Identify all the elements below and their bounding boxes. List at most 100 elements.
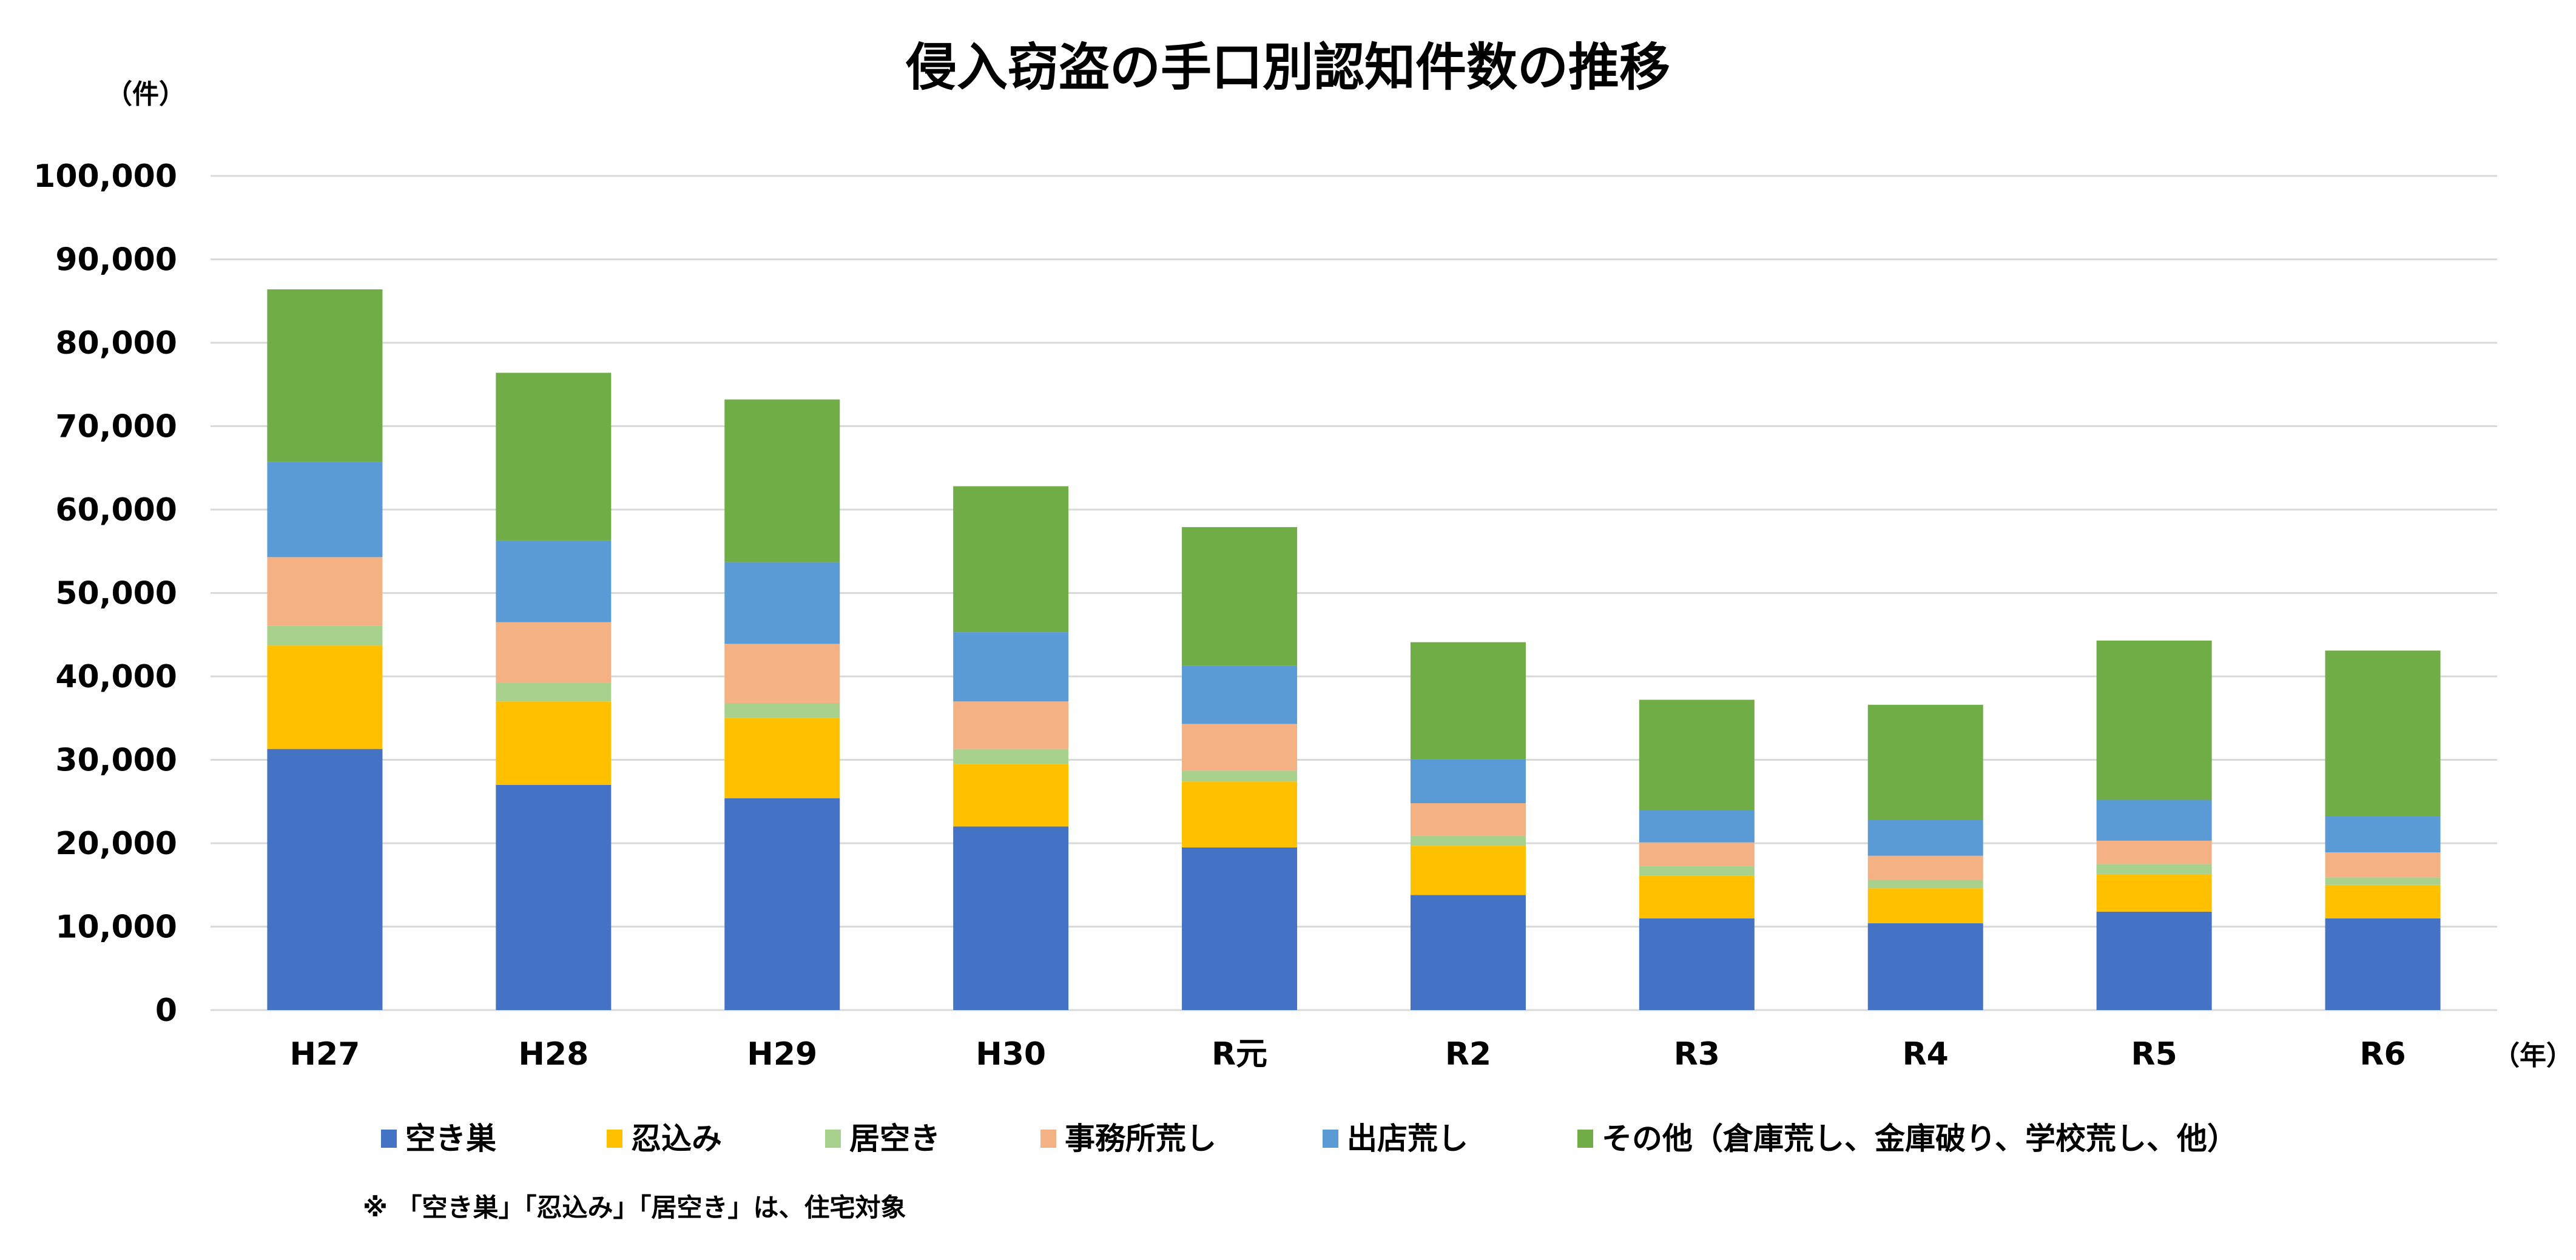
bar-segment bbox=[2096, 874, 2212, 912]
bar-segment bbox=[2325, 852, 2441, 878]
bar-segment bbox=[1182, 781, 1298, 847]
bar-segment bbox=[496, 372, 612, 541]
bar-segment bbox=[2325, 817, 2441, 853]
bar-segment bbox=[2325, 650, 2441, 817]
bar-segment bbox=[953, 486, 1069, 633]
bar-segment bbox=[267, 557, 383, 626]
x-tick-label: H27 bbox=[290, 1036, 360, 1073]
bar-segment bbox=[1867, 820, 1983, 856]
bar-segment bbox=[1639, 810, 1755, 843]
bar-segment bbox=[267, 289, 383, 462]
bar-segment bbox=[953, 764, 1069, 827]
bar-segment bbox=[1182, 770, 1298, 782]
bar-segment bbox=[1867, 704, 1983, 820]
bar-segment bbox=[2096, 864, 2212, 874]
x-tick-label: R4 bbox=[1903, 1036, 1949, 1073]
x-tick-label: H28 bbox=[518, 1036, 588, 1073]
bar-segment bbox=[1639, 842, 1755, 866]
legend-label: 居空き bbox=[849, 1121, 940, 1156]
y-tick-label: 90,000 bbox=[55, 242, 177, 278]
x-tick-label: R6 bbox=[2359, 1036, 2406, 1073]
x-tick-label: R元 bbox=[1212, 1036, 1267, 1073]
x-tick-label: R5 bbox=[2131, 1036, 2177, 1073]
legend-swatch bbox=[381, 1130, 397, 1148]
bar-segment bbox=[1867, 880, 1983, 889]
bar-segment bbox=[724, 798, 840, 1010]
bar-segment bbox=[724, 703, 840, 718]
bar-segment bbox=[2096, 640, 2212, 800]
bar-segment bbox=[2096, 800, 2212, 841]
bar-segment bbox=[1639, 699, 1755, 810]
bar-segment bbox=[496, 701, 612, 785]
bar-segment bbox=[1410, 759, 1526, 803]
legend-swatch bbox=[1040, 1130, 1056, 1148]
bars bbox=[267, 289, 2441, 1010]
bar-segment bbox=[1182, 527, 1298, 666]
legend-swatch bbox=[1577, 1130, 1593, 1148]
bar-segment bbox=[267, 625, 383, 646]
y-tick-label: 60,000 bbox=[55, 492, 177, 528]
bar-segment bbox=[1410, 803, 1526, 836]
y-tick-label: 0 bbox=[155, 992, 177, 1029]
bar-segment bbox=[267, 749, 383, 1010]
bar-segment bbox=[1182, 847, 1298, 1010]
x-axis-unit: （年） bbox=[2493, 1040, 2573, 1071]
x-tick-label: R3 bbox=[1674, 1036, 1720, 1073]
y-tick-label: 40,000 bbox=[55, 659, 177, 695]
chart-title: 侵入窃盗の手口別認知件数の推移 bbox=[905, 38, 1670, 97]
y-tick-label: 80,000 bbox=[55, 325, 177, 362]
bar-segment bbox=[953, 826, 1069, 1010]
bar-segment bbox=[2325, 918, 2441, 1010]
bar-segment bbox=[953, 701, 1069, 749]
bar-segment bbox=[1410, 895, 1526, 1010]
footnote: ※ 「空き巣」「忍込み」「居空き」は、住宅対象 bbox=[363, 1193, 906, 1222]
legend-swatch bbox=[1323, 1130, 1338, 1148]
bar-segment bbox=[1639, 918, 1755, 1010]
bar-segment bbox=[2096, 840, 2212, 864]
bar-segment bbox=[724, 562, 840, 644]
bar-segment bbox=[2325, 877, 2441, 885]
bar-segment bbox=[2096, 911, 2212, 1010]
bar-segment bbox=[267, 462, 383, 558]
legend-label: 空き巣 bbox=[405, 1121, 496, 1156]
bar-segment bbox=[1410, 642, 1526, 760]
x-tick-label: H30 bbox=[976, 1036, 1046, 1073]
bar-segment bbox=[953, 749, 1069, 764]
bar-segment bbox=[2325, 884, 2441, 918]
bar-segment bbox=[1182, 724, 1298, 771]
bar-segment bbox=[496, 540, 612, 622]
legend: 空き巣 忍込み 居空き 事務所荒し 出店荒し その他（倉庫荒し、金庫破り、学校荒し、他） bbox=[381, 1121, 2237, 1156]
y-tick-label: 70,000 bbox=[55, 409, 177, 445]
bar-segment bbox=[1867, 888, 1983, 923]
bar-segment bbox=[1867, 923, 1983, 1010]
y-axis-unit: （件） bbox=[106, 79, 186, 110]
bar-segment bbox=[496, 622, 612, 683]
bar-segment bbox=[1182, 665, 1298, 724]
y-tick-label: 100,000 bbox=[33, 158, 177, 195]
bar-segment bbox=[1410, 835, 1526, 846]
y-tick-label: 10,000 bbox=[55, 909, 177, 946]
legend-label: 出店荒し bbox=[1347, 1121, 1468, 1156]
legend-label: その他（倉庫荒し、金庫破り、学校荒し、他） bbox=[1602, 1121, 2237, 1156]
bar-segment bbox=[267, 645, 383, 749]
y-tick-label: 50,000 bbox=[55, 576, 177, 612]
bar-segment bbox=[1639, 875, 1755, 918]
x-tick-label: R2 bbox=[1445, 1036, 1491, 1073]
legend-label: 忍込み bbox=[631, 1121, 722, 1156]
bar-segment bbox=[496, 784, 612, 1010]
bar-segment bbox=[1867, 855, 1983, 880]
y-tick-label: 30,000 bbox=[55, 743, 177, 779]
bar-segment bbox=[724, 718, 840, 798]
bar-segment bbox=[496, 683, 612, 702]
bar-segment bbox=[1639, 866, 1755, 876]
y-tick-label: 20,000 bbox=[55, 826, 177, 862]
legend-swatch bbox=[825, 1130, 841, 1148]
x-tick-label: H29 bbox=[747, 1036, 817, 1073]
bar-segment bbox=[953, 632, 1069, 702]
bar-segment bbox=[724, 644, 840, 703]
bar-segment bbox=[1410, 846, 1526, 895]
x-axis-ticks: H27 H28 H29 H30 R元 R2 R3 R4 R5 R6 bbox=[290, 1036, 2406, 1073]
bar-segment bbox=[724, 399, 840, 562]
y-axis-ticks: 0 10,000 20,000 30,000 40,000 50,000 60,000 70,… bbox=[33, 158, 177, 1029]
